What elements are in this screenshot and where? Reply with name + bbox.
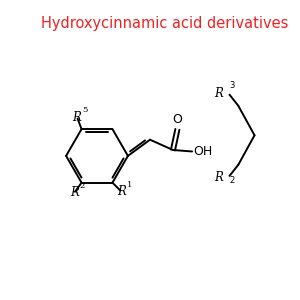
Text: OH: OH [193, 145, 212, 158]
Text: R: R [214, 87, 223, 100]
Text: R: R [117, 185, 126, 198]
Text: O: O [172, 112, 182, 126]
Text: R: R [73, 111, 82, 124]
Text: R: R [214, 171, 223, 184]
Text: R: R [70, 187, 79, 200]
Text: 3: 3 [229, 81, 234, 90]
Text: 2: 2 [80, 182, 85, 190]
Text: 2: 2 [229, 176, 234, 185]
Text: Hydroxycinnamic acid derivatives: Hydroxycinnamic acid derivatives [41, 16, 288, 31]
Text: 1: 1 [127, 181, 132, 189]
Text: 5: 5 [82, 106, 88, 114]
